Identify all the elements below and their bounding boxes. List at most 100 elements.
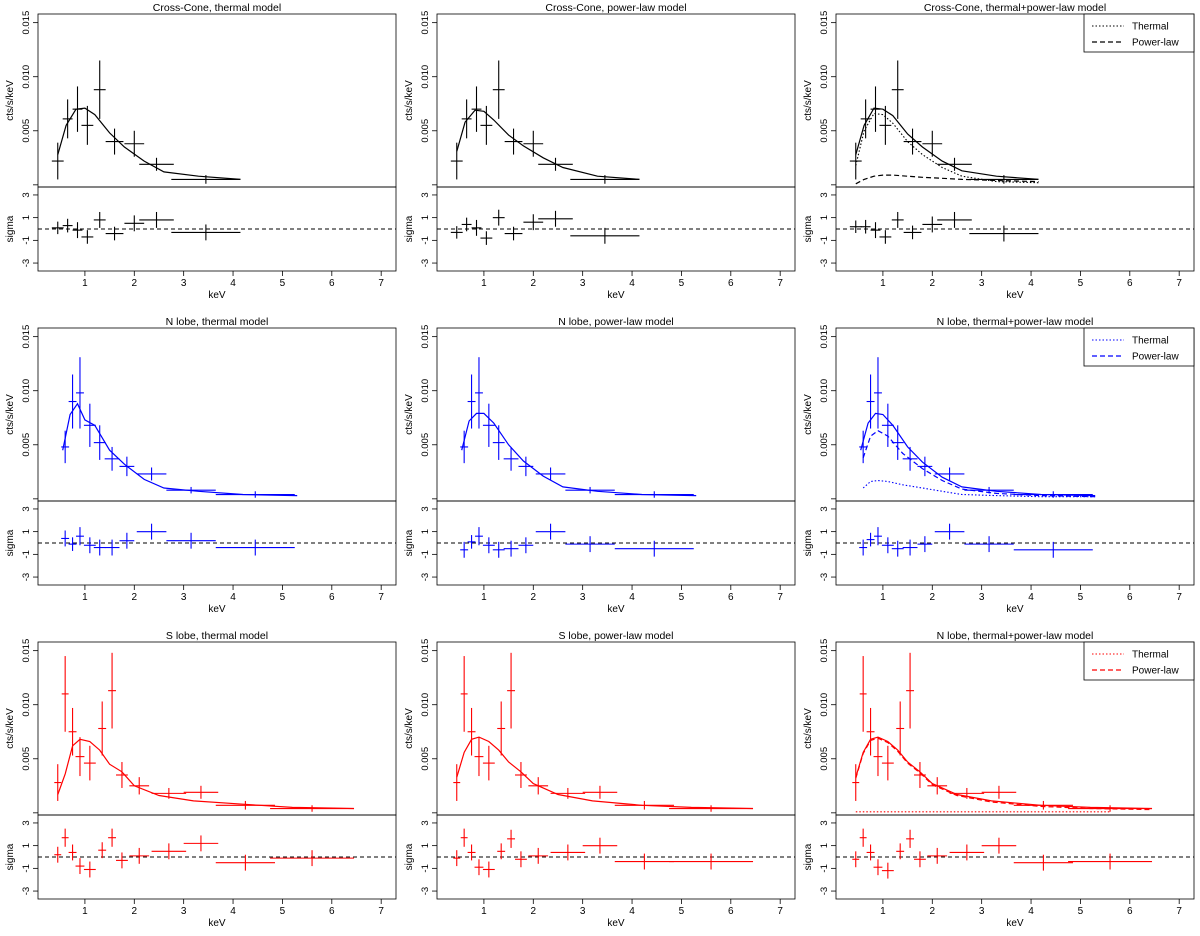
r-tick-label: -3	[420, 259, 431, 267]
residual-ylabel: sigma	[803, 215, 814, 242]
x-tick-label: 4	[629, 906, 635, 917]
residual-ylabel: sigma	[5, 529, 16, 556]
r-tick-label: 3	[420, 506, 431, 511]
x-tick-label: 2	[132, 278, 138, 289]
residual-point	[507, 829, 516, 848]
y-tick-label: 0.010	[21, 65, 32, 89]
data-point	[136, 467, 167, 481]
data-point	[68, 707, 77, 756]
y-tick-label: 0.010	[420, 693, 431, 717]
data-point	[949, 787, 985, 799]
data-point	[866, 707, 875, 756]
x-tick-label: 6	[728, 278, 734, 289]
data-point	[523, 130, 544, 157]
data-point	[76, 357, 84, 429]
residual-ylabel: sigma	[404, 529, 415, 556]
model-line	[456, 736, 754, 810]
data-point	[570, 175, 640, 184]
data-point	[565, 486, 615, 494]
residual-ylabel: sigma	[803, 529, 814, 556]
chart-title: N lobe, thermal model	[166, 316, 269, 328]
x-tick-label: 2	[930, 278, 936, 289]
chart-title: N lobe, thermal+power-law model	[937, 630, 1094, 642]
spectrum-ylabel: cts/s/keV	[803, 708, 814, 749]
legend-powerlaw-label: Power-law	[1132, 352, 1179, 363]
x-tick-label: 1	[481, 906, 487, 917]
residual-point	[83, 861, 96, 878]
chart-title: Cross-Cone, power-law model	[545, 2, 686, 14]
x-tick-label: 5	[1078, 278, 1084, 289]
residual-point	[93, 211, 106, 228]
r-tick-label: 1	[21, 529, 32, 534]
model-line	[456, 109, 640, 180]
residual-point	[917, 536, 933, 553]
data-point	[497, 701, 506, 756]
x-tick-label: 2	[930, 592, 936, 603]
legend-powerlaw-label: Power-law	[1132, 666, 1179, 677]
residual-point	[492, 541, 505, 558]
model-line	[57, 107, 241, 180]
y-tick-label: 0.015	[420, 325, 431, 349]
r-tick-label: -3	[819, 573, 830, 581]
residual-point	[879, 230, 892, 244]
x-tick-label: 3	[979, 906, 985, 917]
spectrum-ylabel: cts/s/keV	[5, 708, 16, 749]
data-point	[93, 60, 106, 119]
x-tick-label: 4	[629, 278, 635, 289]
residual-point	[471, 219, 482, 236]
residual-point	[461, 217, 472, 232]
data-point	[669, 805, 754, 812]
data-point	[881, 403, 894, 447]
x-tick-label: 5	[1078, 592, 1084, 603]
spectrum-frame	[436, 13, 796, 188]
data-point	[903, 128, 922, 155]
residual-point	[492, 209, 505, 226]
r-tick-label: 3	[819, 506, 830, 511]
residual-point	[1068, 853, 1153, 870]
data-point	[467, 374, 476, 429]
residual-point	[669, 853, 754, 870]
residual-point	[937, 211, 972, 228]
residual-point	[914, 851, 926, 868]
y-tick-label: 0.005	[420, 747, 431, 771]
chart-panel-7: S lobe, thermal model 0.005 0.010 0.015 cts/…	[5, 630, 397, 929]
model-line	[461, 412, 697, 497]
x-tick-label: 3	[181, 278, 187, 289]
residual-point	[183, 835, 219, 852]
data-point	[873, 737, 883, 777]
r-tick-label: -1	[21, 236, 32, 244]
data-point	[849, 142, 862, 180]
residual-point	[98, 842, 107, 859]
residual-point	[949, 844, 985, 861]
residual-point	[475, 527, 483, 546]
data-point	[475, 357, 483, 429]
r-tick-label: 1	[420, 843, 431, 848]
data-point	[528, 777, 549, 795]
residual-point	[215, 854, 276, 871]
residual-point	[61, 828, 69, 847]
data-point	[1013, 491, 1093, 498]
residual-point	[453, 850, 461, 867]
x-axis-label: keV	[607, 604, 625, 615]
data-point	[538, 157, 573, 171]
data-point	[1068, 805, 1153, 812]
data-point	[215, 800, 276, 810]
residual-ylabel: sigma	[5, 843, 16, 870]
data-point	[881, 745, 894, 781]
x-tick-label: 5	[1078, 906, 1084, 917]
residual-point	[523, 214, 544, 231]
residual-point	[518, 537, 534, 554]
x-tick-label: 6	[728, 906, 734, 917]
x-tick-label: 7	[777, 278, 783, 289]
spectrum-frame	[37, 13, 397, 188]
x-tick-label: 4	[230, 592, 236, 603]
x-axis-label: keV	[1006, 290, 1024, 301]
r-tick-label: -1	[819, 550, 830, 558]
y-tick-label: 0.010	[819, 65, 830, 89]
y-tick-label: 0.005	[420, 119, 431, 143]
x-tick-label: 1	[82, 592, 88, 603]
y-tick-label: 0.015	[21, 639, 32, 663]
data-point	[914, 762, 926, 788]
x-tick-label: 1	[481, 592, 487, 603]
data-point	[166, 486, 216, 494]
